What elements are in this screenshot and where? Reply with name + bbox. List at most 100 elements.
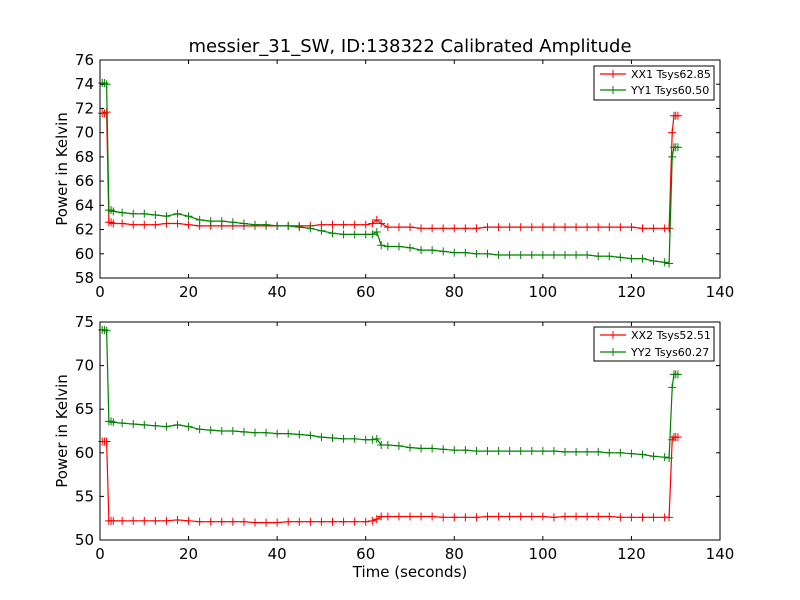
- legend: XX1 Tsys62.85 YY1 Tsys60.50: [593, 65, 715, 101]
- data-point: [549, 447, 558, 456]
- data-point: [665, 259, 674, 268]
- data-point: [668, 383, 677, 392]
- data-point: [361, 220, 370, 229]
- data-point: [273, 518, 282, 527]
- data-point: [173, 420, 182, 429]
- series-layer: [98, 325, 682, 527]
- data-point: [394, 512, 403, 521]
- data-point: [295, 517, 304, 526]
- y-tick-label: 55: [75, 487, 94, 505]
- data-point: [394, 242, 403, 251]
- data-point: [295, 223, 304, 232]
- data-point: [109, 516, 118, 525]
- data-point: [538, 250, 547, 259]
- data-point: [538, 512, 547, 521]
- data-point: [102, 326, 111, 335]
- data-point: [273, 221, 282, 230]
- data-point: [516, 250, 525, 259]
- data-point: [109, 418, 118, 427]
- data-point: [206, 217, 215, 226]
- data-point: [284, 517, 293, 526]
- data-point: [350, 434, 359, 443]
- data-point: [616, 513, 625, 522]
- y-tick-label: 58: [75, 269, 94, 287]
- data-point: [372, 515, 381, 524]
- y-tick-label: 72: [75, 99, 94, 117]
- data-point: [195, 517, 204, 526]
- y-tick-label: 70: [75, 124, 94, 142]
- y-tick-label: 66: [75, 172, 94, 190]
- data-point: [162, 516, 171, 525]
- x-axis-label: Time (seconds): [352, 563, 468, 581]
- data-point: [239, 517, 248, 526]
- legend-box: [593, 65, 715, 101]
- data-point: [306, 431, 315, 440]
- data-point: [472, 224, 481, 233]
- x-tick-label: 80: [445, 545, 464, 563]
- chart-title: messier_31_SW, ID:138322 Calibrated Ampl…: [188, 36, 631, 57]
- tick-layer: 0 20 40 60 80 100 120 140 58 60 62 64 66 68 70 72 74 76: [75, 51, 734, 301]
- data-point: [118, 516, 127, 525]
- legend-label-xx2: XX2 Tsys52.51: [631, 329, 711, 342]
- data-point: [516, 447, 525, 456]
- data-point: [151, 516, 160, 525]
- plot-frame: [99, 59, 721, 279]
- x-tick-label: 100: [529, 545, 558, 563]
- data-point: [505, 512, 514, 521]
- data-point: [140, 420, 149, 429]
- data-point: [162, 212, 171, 221]
- data-point: [428, 512, 437, 521]
- data-point: [660, 258, 669, 267]
- data-point: [173, 515, 182, 524]
- y-tick-label: 60: [75, 245, 94, 263]
- data-point: [151, 211, 160, 220]
- top-panel: messier_31_SW, ID:138322 Calibrated Ampl…: [53, 36, 734, 301]
- plot-frame: [99, 321, 721, 541]
- data-point: [461, 513, 470, 522]
- data-point: [328, 517, 337, 526]
- data-point: [118, 219, 127, 228]
- data-point: [461, 446, 470, 455]
- data-point: [195, 215, 204, 224]
- data-point: [549, 250, 558, 259]
- data-point: [605, 223, 614, 232]
- data-point: [483, 512, 492, 521]
- data-point: [527, 223, 536, 232]
- data-point: [262, 518, 271, 527]
- data-point: [129, 516, 138, 525]
- data-point: [417, 246, 426, 255]
- data-point: [668, 152, 677, 161]
- data-point: [195, 425, 204, 434]
- data-point: [505, 223, 514, 232]
- data-point: [184, 220, 193, 229]
- data-point: [428, 246, 437, 255]
- data-point: [151, 421, 160, 430]
- x-tick-label: 60: [356, 283, 375, 301]
- data-point: [328, 229, 337, 238]
- data-point: [538, 447, 547, 456]
- data-point: [527, 447, 536, 456]
- x-tick-label: 20: [179, 283, 198, 301]
- data-point: [372, 227, 381, 236]
- x-tick-label: 40: [268, 545, 287, 563]
- data-point: [665, 224, 674, 233]
- data-point: [306, 517, 315, 526]
- data-point: [228, 517, 237, 526]
- data-point: [494, 512, 503, 521]
- legend-label-yy2: YY2 Tsys60.27: [630, 346, 709, 359]
- data-point: [239, 427, 248, 436]
- data-point: [561, 512, 569, 521]
- data-point: [439, 513, 448, 522]
- data-point: [206, 426, 215, 435]
- data-point: [417, 512, 426, 521]
- data-point: [439, 224, 448, 233]
- data-point: [472, 447, 481, 456]
- legend-label-yy1: YY1 Tsys60.50: [630, 84, 709, 97]
- data-point: [350, 517, 359, 526]
- data-point: [483, 447, 492, 456]
- data-point: [162, 219, 171, 228]
- y-tick-label: 65: [75, 400, 94, 418]
- data-point: [450, 513, 459, 522]
- data-point: [417, 224, 426, 233]
- data-point: [594, 447, 603, 456]
